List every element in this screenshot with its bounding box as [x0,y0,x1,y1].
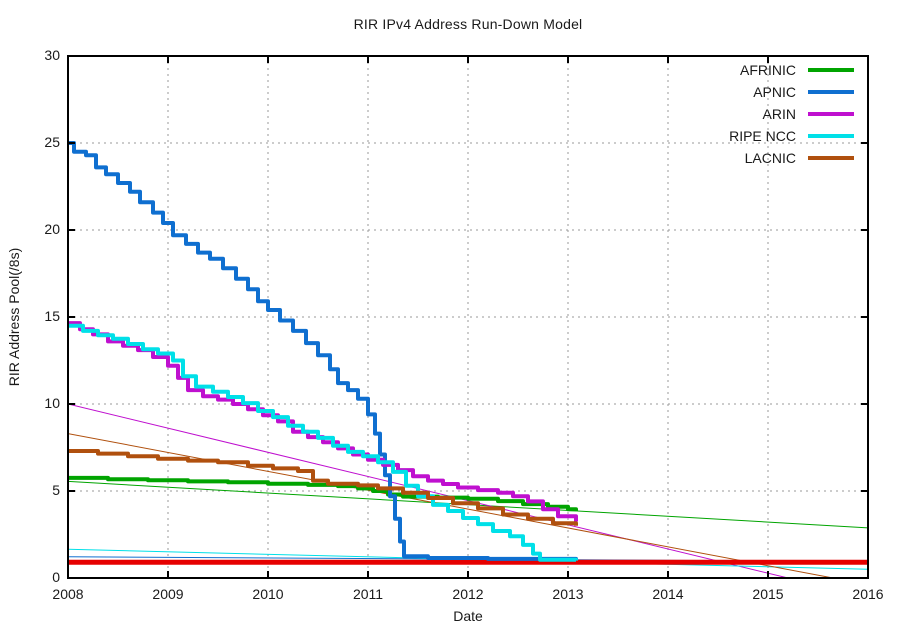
legend-entry-afrinic: AFRINIC [729,59,854,81]
y-tick-label: 10 [44,395,60,411]
y-tick-label: 25 [44,134,60,150]
series-lacnic-actual-pool [68,449,578,526]
y-tick-label: 30 [44,47,60,63]
x-tick-label: 2014 [652,586,684,602]
legend-entry-lacnic: LACNIC [729,147,854,169]
grid-lines [68,56,868,578]
legend-line-sample [808,68,854,72]
x-tick-label: 2009 [152,586,184,602]
x-tick-label: 2015 [752,586,784,602]
y-tick-label: 20 [44,221,60,237]
legend-line-sample [808,134,854,138]
series-arin-model-projection [68,403,791,578]
legend-label: APNIC [753,84,796,100]
x-axis-label: Date [453,608,483,624]
x-tick-label: 2013 [552,586,584,602]
legend-label: LACNIC [744,150,796,166]
legend-label: ARIN [762,106,796,122]
x-tick-label: 2012 [452,586,484,602]
legend-entry-apnic: APNIC [729,81,854,103]
series-arin-actual-pool [68,321,578,522]
x-tick-label: 2008 [52,586,84,602]
x-tick-label: 2016 [852,586,884,602]
y-tick-label: 0 [52,569,60,585]
y-tick-label: 15 [44,308,60,324]
legend-entry-arin: ARIN [729,103,854,125]
legend-line-sample [808,90,854,94]
chart-title: RIR IPv4 Address Run-Down Model [353,16,583,32]
legend-entry-ripe-ncc: RIPE NCC [729,125,854,147]
series-afrinic-actual-pool [68,475,578,512]
legend-line-sample [808,112,854,116]
axis-ticks [67,55,869,579]
x-tick-label: 2010 [252,586,284,602]
legend-label: RIPE NCC [729,128,796,144]
series-ripe-ncc-actual-pool [68,323,578,562]
x-tick-label: 2011 [352,586,384,602]
legend: AFRINIC APNIC ARIN RIPE NCC LACNIC [729,59,854,169]
data-series [68,141,868,578]
y-tick-label: 5 [52,482,60,498]
legend-label: AFRINIC [740,62,796,78]
legend-line-sample [808,156,854,160]
